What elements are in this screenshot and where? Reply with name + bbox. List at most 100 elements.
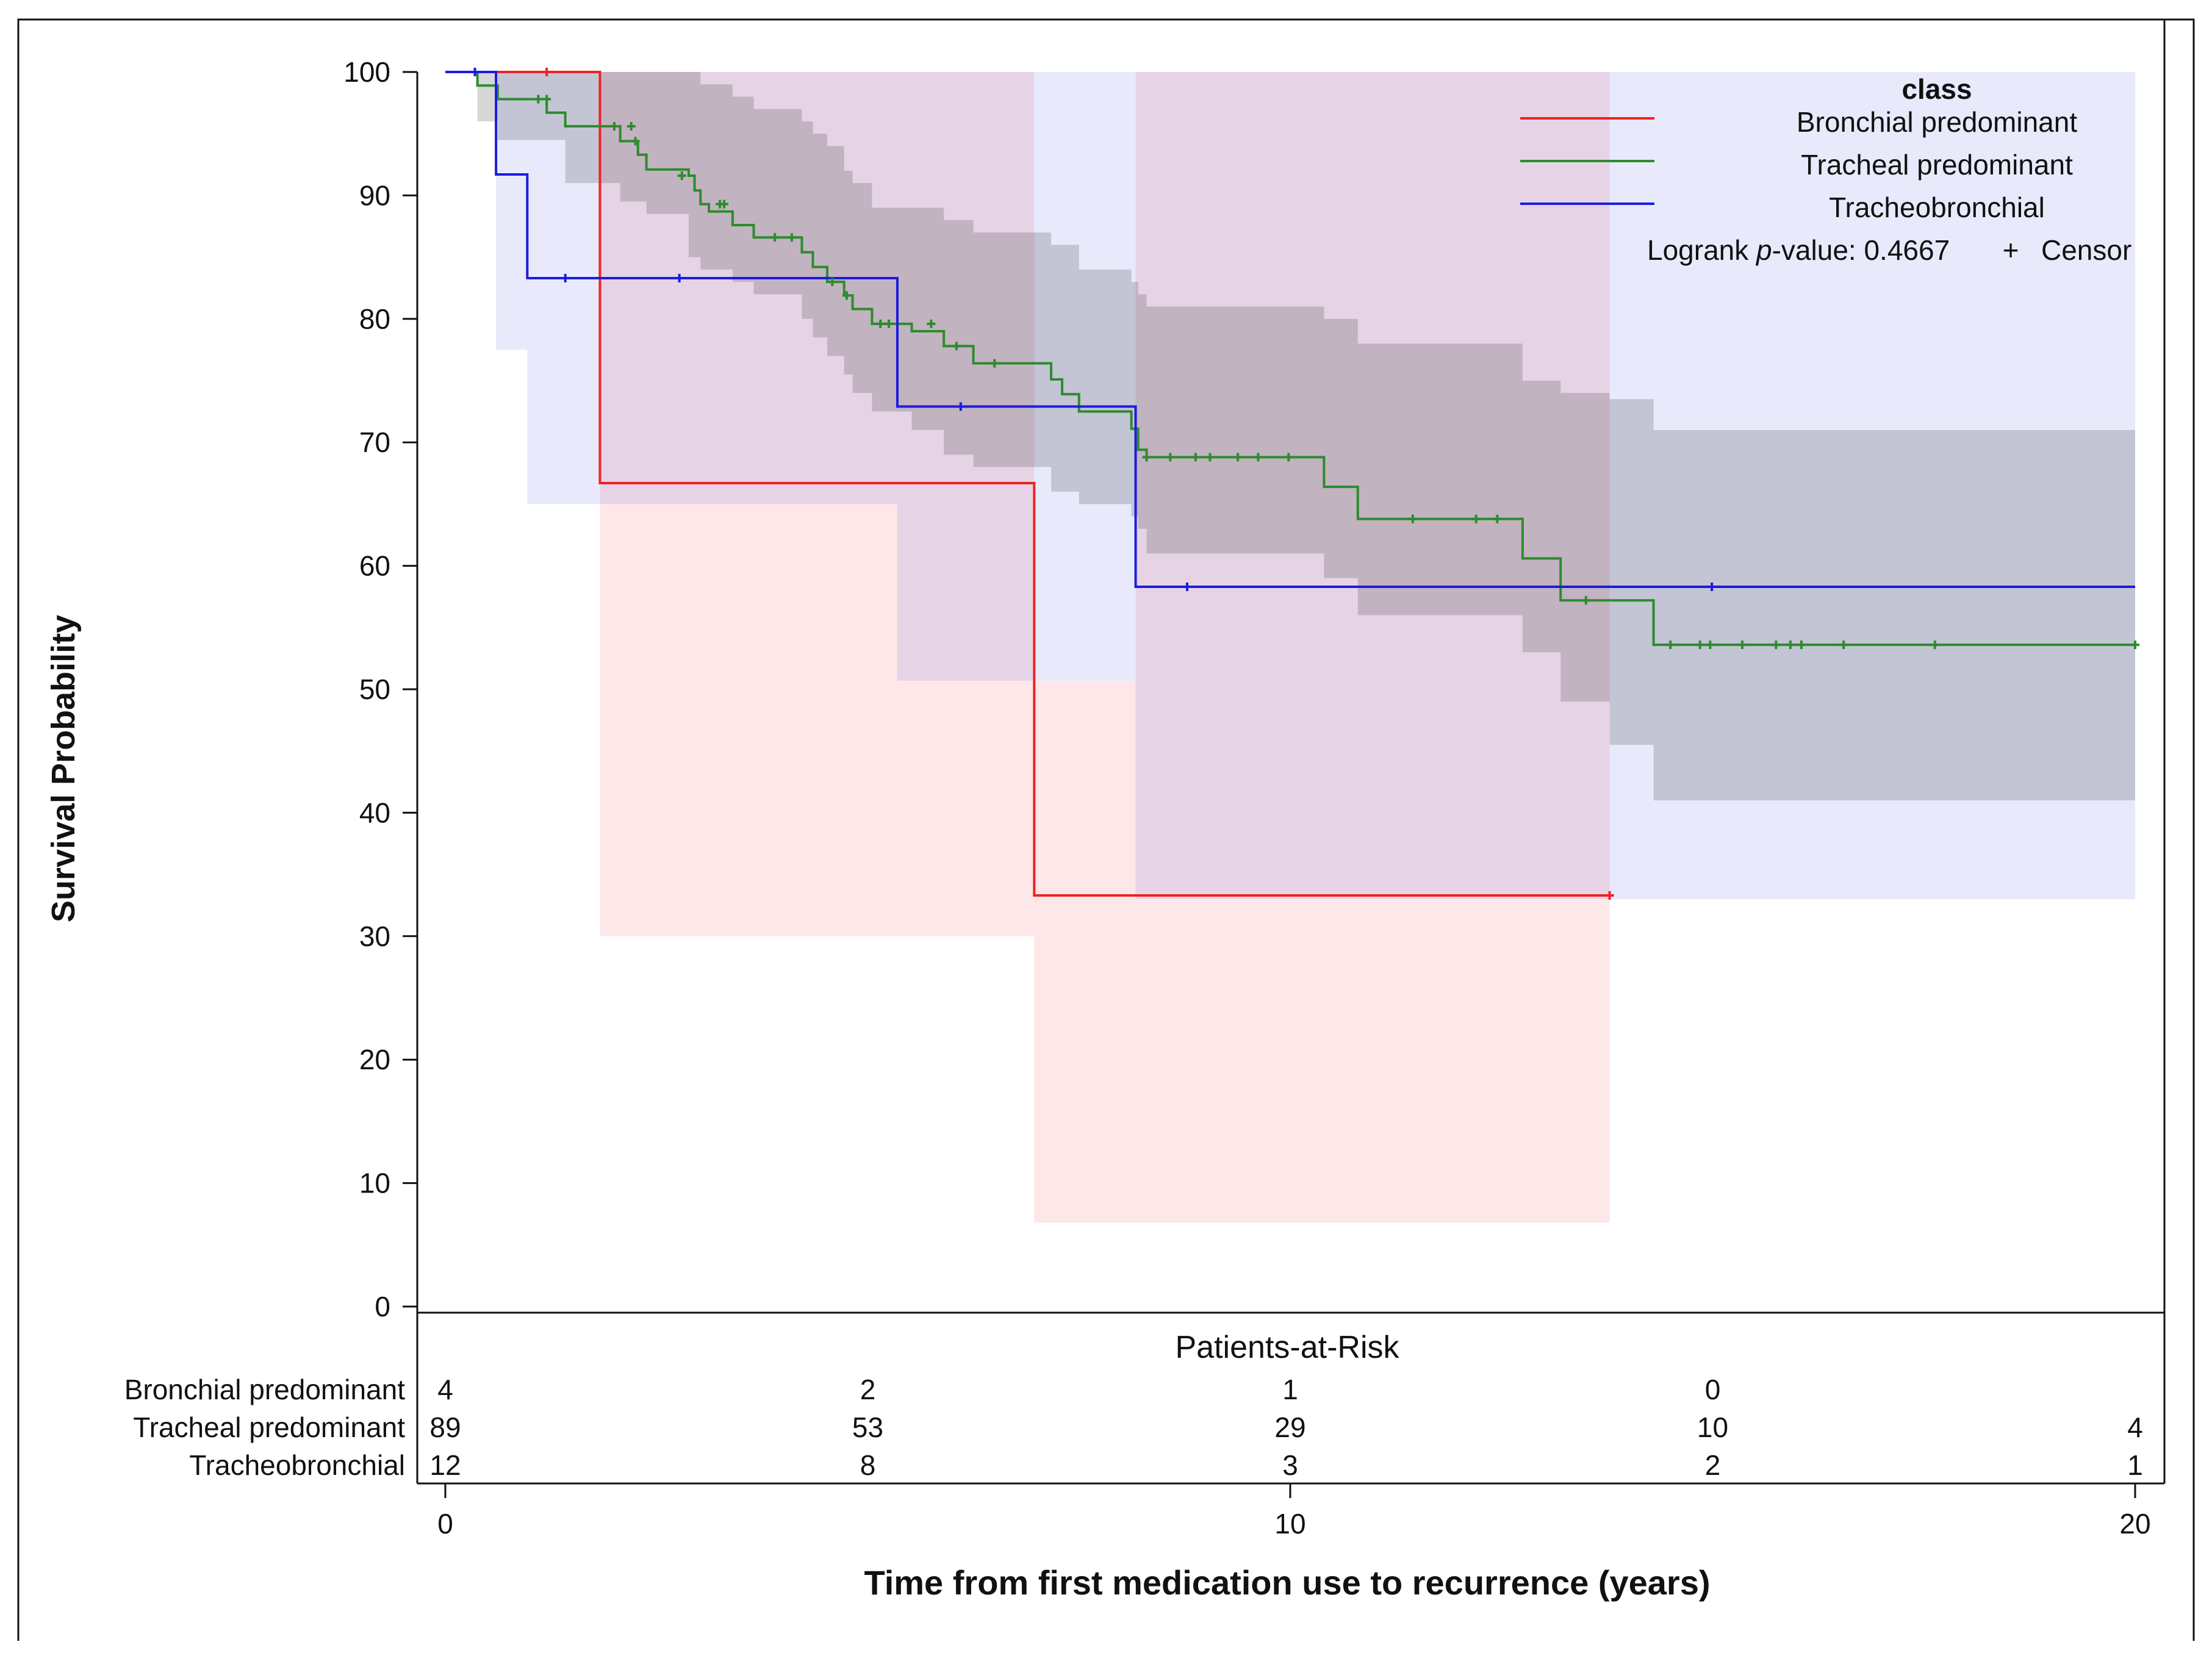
censor-mark bbox=[534, 95, 543, 104]
censor-mark bbox=[677, 171, 686, 181]
censor-mark bbox=[770, 233, 780, 242]
censor-mark bbox=[952, 342, 961, 351]
confidence-bands bbox=[445, 72, 2135, 1223]
logrank-label: Logrank bbox=[1647, 234, 1749, 266]
censor-mark bbox=[1142, 453, 1151, 462]
x-tick-label: 10 bbox=[1274, 1508, 1305, 1540]
legend-label-bronchial: Bronchial predominant bbox=[1797, 106, 2077, 138]
censor-mark bbox=[927, 319, 936, 328]
y-tick-label: 0 bbox=[375, 1291, 390, 1322]
y-tick-label: 70 bbox=[359, 426, 390, 458]
censor-mark bbox=[627, 122, 636, 131]
risk-count: 4 bbox=[2127, 1411, 2143, 1443]
censor-mark bbox=[610, 122, 619, 131]
y-tick-label: 100 bbox=[343, 56, 390, 88]
x-axis-label: Time from first medication use to recurr… bbox=[864, 1563, 1711, 1602]
x-axis: 0 10 20 bbox=[437, 1483, 2151, 1540]
censor-mark bbox=[990, 359, 999, 368]
legend-label-tracheal: Tracheal predominant bbox=[1801, 149, 2073, 181]
censor-mark bbox=[1233, 453, 1243, 462]
censor-mark bbox=[1707, 583, 1717, 592]
censor-mark bbox=[1605, 891, 1614, 900]
y-axis-label: Survival Probability bbox=[45, 615, 82, 922]
censor-mark bbox=[470, 68, 479, 76]
risk-count: 89 bbox=[429, 1411, 461, 1443]
risk-count: 1 bbox=[2127, 1449, 2143, 1481]
risk-count: 2 bbox=[1705, 1449, 1721, 1481]
censor-mark bbox=[1706, 640, 1715, 650]
risk-count: 29 bbox=[1274, 1411, 1305, 1443]
censor-marks bbox=[470, 68, 2139, 900]
risk-count: 3 bbox=[1282, 1449, 1298, 1481]
survival-curve-2 bbox=[445, 71, 2135, 589]
risk-row-label: Bronchial predominant bbox=[124, 1374, 405, 1405]
risk-count: 1 bbox=[1282, 1374, 1298, 1405]
y-tick-label: 90 bbox=[359, 179, 390, 211]
censor-mark bbox=[1797, 640, 1806, 650]
censor-mark bbox=[1471, 514, 1481, 523]
censor-mark bbox=[1666, 640, 1675, 650]
censor-mark bbox=[542, 95, 551, 104]
risk-count: 53 bbox=[852, 1411, 883, 1443]
figure-frame bbox=[17, 18, 2195, 1641]
censor-mark bbox=[787, 233, 796, 242]
risk-row-label: Tracheobronchial bbox=[189, 1449, 405, 1481]
censor-mark bbox=[1839, 640, 1848, 650]
risk-count: 0 bbox=[1705, 1374, 1721, 1405]
censor-mark bbox=[1695, 640, 1704, 650]
censor-mark bbox=[542, 68, 551, 76]
censor-mark bbox=[956, 402, 965, 411]
censor-mark bbox=[876, 319, 885, 328]
censor-mark bbox=[1166, 453, 1175, 462]
risk-count: 8 bbox=[860, 1449, 876, 1481]
censor-mark bbox=[1183, 583, 1192, 592]
censor-mark bbox=[1408, 514, 1417, 523]
censor-mark bbox=[720, 199, 729, 209]
censor-mark bbox=[675, 274, 684, 283]
censor-mark bbox=[1737, 640, 1747, 650]
y-tick-label: 60 bbox=[359, 550, 390, 582]
censor-mark bbox=[828, 278, 837, 287]
legend: class Bronchial predominant Tracheal pre… bbox=[1520, 73, 2131, 266]
x-tick-label: 20 bbox=[2119, 1508, 2150, 1540]
y-tick-label: 10 bbox=[359, 1167, 390, 1199]
y-axis: 0 10 20 30 40 50 60 70 80 90 100 bbox=[343, 56, 417, 1322]
censor-mark bbox=[561, 274, 570, 283]
y-tick-label: 50 bbox=[359, 673, 390, 705]
risk-cells: 4 2 1 089 53 29 10 412 8 3 2 1 bbox=[429, 1374, 2142, 1481]
censor-symbol: + bbox=[2003, 234, 2019, 266]
logrank-pvalue: Logrank p-value: 0.4667 bbox=[1647, 234, 1950, 266]
y-tick-label: 30 bbox=[359, 920, 390, 952]
risk-table-title: Patients-at-Risk bbox=[1176, 1330, 1400, 1365]
censor-mark bbox=[631, 137, 640, 146]
legend-title: class bbox=[1901, 73, 1972, 105]
survival-curve-0 bbox=[445, 71, 1610, 897]
censor-mark bbox=[842, 291, 851, 300]
censor-mark bbox=[2131, 640, 2139, 650]
censor-mark bbox=[1930, 640, 1939, 650]
censor-mark bbox=[1205, 453, 1215, 462]
x-tick-label: 0 bbox=[437, 1508, 453, 1540]
censor-mark bbox=[1493, 514, 1502, 523]
risk-count: 12 bbox=[429, 1449, 461, 1481]
y-tick-label: 20 bbox=[359, 1044, 390, 1075]
y-tick-label: 80 bbox=[359, 303, 390, 335]
censor-mark bbox=[1786, 640, 1795, 650]
censor-mark bbox=[1772, 640, 1781, 650]
censor-mark bbox=[1254, 453, 1263, 462]
risk-table: Patients-at-Risk Bronchial predominant T… bbox=[124, 1330, 2143, 1481]
risk-count: 2 bbox=[860, 1374, 876, 1405]
y-tick-label: 40 bbox=[359, 797, 390, 828]
censor-mark bbox=[1581, 596, 1590, 605]
legend-label-tracheobronchial: Tracheobronchial bbox=[1829, 192, 2045, 223]
risk-count: 10 bbox=[1697, 1411, 1728, 1443]
censor-mark bbox=[885, 319, 894, 328]
censor-legend-label: Censor bbox=[2041, 234, 2131, 266]
logrank-p: p bbox=[1755, 234, 1772, 266]
risk-count: 4 bbox=[437, 1374, 453, 1405]
censor-mark bbox=[1284, 453, 1293, 462]
censor-mark bbox=[1191, 453, 1200, 462]
logrank-value: -value: 0.4667 bbox=[1772, 234, 1950, 266]
risk-row-label: Tracheal predominant bbox=[133, 1411, 405, 1443]
